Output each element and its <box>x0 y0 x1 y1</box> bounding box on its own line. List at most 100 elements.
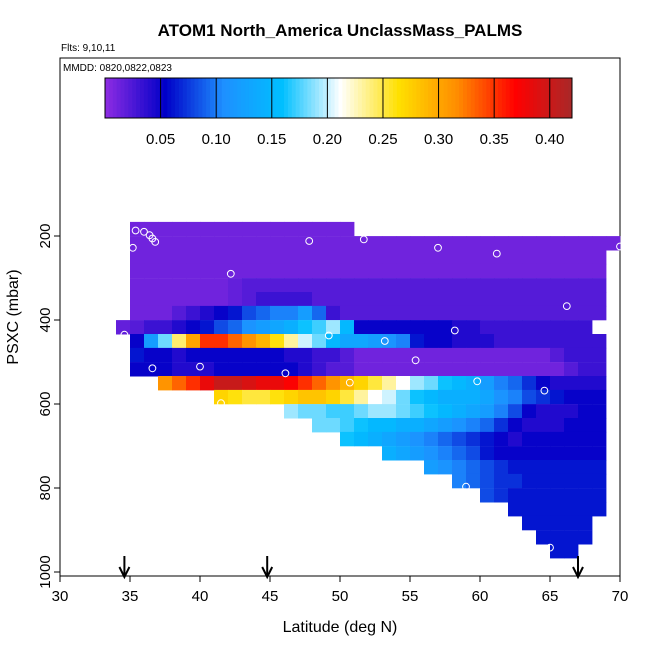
heatmap-cell <box>382 334 397 349</box>
heatmap-cell <box>340 376 355 391</box>
sample-point <box>345 378 354 387</box>
heatmap-cell <box>494 320 509 335</box>
heatmap-cell <box>410 418 425 433</box>
heatmap-cell <box>396 404 411 419</box>
heatmap-cell <box>578 263 593 279</box>
heatmap-cell <box>424 292 439 307</box>
heatmap-cell <box>536 488 551 503</box>
colorbar-segment <box>424 78 429 118</box>
colorbar-segment <box>544 78 550 118</box>
heatmap-cell <box>438 305 453 321</box>
heatmap-cell <box>382 376 397 391</box>
heatmap-cell <box>326 404 341 419</box>
colorbar-segment <box>202 78 207 118</box>
colorbar-segment <box>463 78 468 118</box>
heatmap-cell <box>270 221 285 237</box>
colorbar-segment <box>167 78 172 118</box>
heatmap-cell <box>214 376 229 391</box>
heatmap-cell <box>382 278 397 293</box>
heatmap-cell <box>522 305 537 321</box>
heatmap-cell <box>592 334 607 349</box>
heatmap-cell <box>242 305 257 321</box>
colorbar-segment <box>147 78 153 118</box>
heatmap-cell <box>480 334 495 349</box>
colorbar-segment <box>486 78 491 118</box>
heatmap-cell <box>256 236 271 251</box>
heatmap-cell <box>298 278 313 293</box>
heatmap-cell <box>270 292 285 307</box>
colorbar-segment <box>272 78 277 118</box>
colorbar-segment <box>334 78 339 118</box>
heatmap-cell <box>396 292 411 307</box>
colorbar-segment <box>256 78 262 118</box>
heatmap-cell <box>312 250 327 265</box>
colorbar-segment <box>564 78 569 118</box>
heatmap-cell <box>578 389 593 405</box>
heatmap-cell <box>452 404 467 419</box>
colorbar-segment <box>490 78 495 118</box>
heatmap-cell <box>242 376 257 391</box>
heatmap-cell <box>186 376 201 391</box>
heatmap-cell <box>130 278 145 293</box>
heatmap-cell <box>410 446 425 461</box>
heatmap-cell <box>522 347 537 363</box>
heatmap-cell <box>284 404 299 419</box>
heatmap-cell <box>298 389 313 405</box>
heatmap-cell <box>466 334 481 349</box>
heatmap-cell <box>242 278 257 293</box>
colorbar-segment <box>361 78 367 118</box>
heatmap-cell <box>368 389 383 405</box>
heatmap-cell <box>592 362 607 377</box>
heatmap-cell <box>144 250 159 265</box>
chart-title: ATOM1 North_America UnclassMass_PALMS <box>158 21 523 40</box>
heatmap-cell <box>550 334 565 349</box>
colorbar-segment <box>404 78 410 118</box>
colorbar-segment <box>260 78 266 118</box>
heatmap-cell <box>466 376 481 391</box>
heatmap-cell <box>522 431 537 447</box>
heatmap-cell <box>522 389 537 405</box>
heatmap-cell <box>410 236 425 251</box>
heatmap-cell <box>382 236 397 251</box>
colorbar-segment <box>284 78 289 118</box>
heatmap-cell <box>522 502 537 517</box>
heatmap-cell <box>452 334 467 349</box>
heatmap-cell <box>130 236 145 251</box>
heatmap-cell <box>424 389 439 405</box>
sample-point <box>540 386 549 395</box>
heatmap-cells <box>116 221 621 559</box>
colorbar-segment <box>412 78 417 118</box>
colorbar-segment <box>124 78 129 118</box>
heatmap-cell <box>466 236 481 251</box>
colorbar-tick-label: 0.10 <box>202 131 231 148</box>
heatmap-cell <box>116 320 131 335</box>
heatmap-cell <box>326 347 341 363</box>
colorbar-segment <box>408 78 413 118</box>
heatmap-cell <box>396 320 411 335</box>
heatmap-cell <box>410 431 425 447</box>
heatmap-cell <box>466 431 481 447</box>
heatmap-cell <box>340 221 355 237</box>
heatmap-cell <box>438 446 453 461</box>
heatmap-cell <box>550 362 565 377</box>
heatmap-cell <box>494 446 509 461</box>
heatmap-cell <box>382 362 397 377</box>
heatmap-cell <box>326 263 341 279</box>
heatmap-cell <box>214 389 229 405</box>
sample-point <box>226 269 235 278</box>
heatmap-cell <box>144 278 159 293</box>
heatmap-cell <box>536 446 551 461</box>
colorbar-segment <box>357 78 363 118</box>
heatmap-cell <box>354 376 369 391</box>
heatmap-cell <box>200 221 215 237</box>
heatmap-cell <box>172 320 187 335</box>
colorbar-segment <box>552 78 557 118</box>
heatmap-cell <box>536 362 551 377</box>
heatmap-cell <box>438 389 453 405</box>
heatmap-cell <box>480 473 495 489</box>
sample-point <box>411 356 420 365</box>
heatmap-cell <box>480 488 495 503</box>
heatmap-cell <box>438 404 453 419</box>
heatmap-cell <box>592 236 607 251</box>
